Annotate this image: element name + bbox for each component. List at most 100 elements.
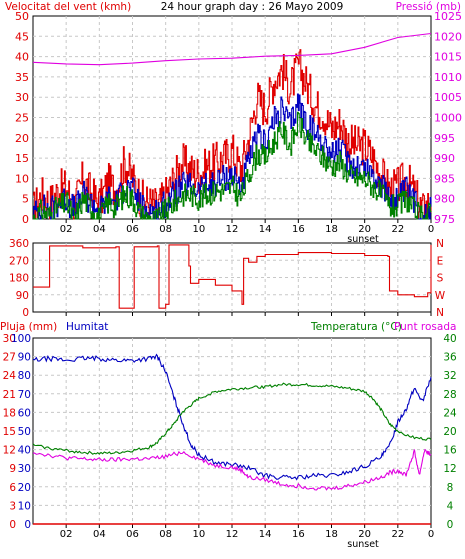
- x-tick-label: 0: [428, 224, 434, 235]
- humidity-tick-label: 100: [11, 333, 31, 345]
- temperature-tick-label: 4: [447, 500, 454, 512]
- pressure-tick-label: 1010: [434, 71, 462, 84]
- compass-tick-label: S: [437, 273, 444, 285]
- x-tick-label: 20: [358, 529, 371, 540]
- humidity-tick-label: 20: [18, 482, 31, 494]
- pressure-tick-label: 975: [434, 213, 455, 226]
- wind-speed-tick-label: 50: [15, 10, 29, 23]
- x-tick-label: 18: [325, 224, 338, 235]
- x-tick-label: 14: [259, 224, 272, 235]
- temperature-tick-label: 24: [443, 407, 457, 419]
- pressure-tick-label: 1025: [434, 10, 462, 23]
- dewpoint-series: [32, 448, 432, 491]
- x-tick-label: 04: [93, 529, 106, 540]
- wind-speed-tick-label: 15: [15, 152, 29, 165]
- x-tick-label: 0: [428, 529, 434, 540]
- chart-title: 24 hour graph day : 26 Mayo 2009: [161, 1, 344, 13]
- x-tick-label: 22: [391, 529, 404, 540]
- temperature-tick-label: 36: [443, 352, 457, 364]
- wind-speed-axis-title: Velocitat del vent (kmh): [5, 1, 131, 13]
- wind-speed-tick-label: 25: [15, 112, 29, 125]
- wind-speed-tick-label: 35: [15, 71, 29, 84]
- wind-speed-tick-label: 40: [15, 51, 29, 64]
- pressure-series: [32, 32, 432, 66]
- humidity-tick-label: 30: [18, 463, 31, 475]
- wind-speed-tick-label: 45: [15, 30, 29, 43]
- x-tick-label: 02: [60, 224, 73, 235]
- wind-speed-tick-label: 30: [15, 91, 29, 104]
- rain-tick-label: 6: [9, 482, 16, 494]
- humidity-tick-label: 70: [18, 389, 31, 401]
- pressure-tick-label: 1005: [434, 91, 462, 104]
- humidity-tick-label: 40: [18, 445, 31, 457]
- wind-speed-tick-label: 0: [22, 213, 29, 226]
- dewpoint-axis-title: Punt rosada: [394, 321, 456, 333]
- pressure-tick-label: 990: [434, 152, 455, 165]
- x-tick-label: 08: [159, 224, 172, 235]
- wind-direction-series: [33, 244, 432, 309]
- compass-tick-label: E: [437, 255, 444, 267]
- temperature-tick-label: 0: [447, 519, 454, 531]
- temperature-series: [32, 382, 432, 455]
- humidity-tick-label: 60: [18, 407, 31, 419]
- x-tick-label: 22: [391, 224, 404, 235]
- pressure-axis-title: Pressió (mb): [396, 1, 461, 13]
- wind-direction-tick-label: 180: [9, 273, 29, 285]
- rain-tick-label: 21: [3, 389, 16, 401]
- x-tick-label: 10: [192, 224, 205, 235]
- wind-speed-tick-label: 20: [15, 132, 29, 145]
- x-tick-label: 06: [126, 224, 139, 235]
- rain-tick-label: 15: [3, 426, 16, 438]
- pressure-tick-label: 995: [434, 132, 455, 145]
- rain-tick-label: 3: [9, 500, 16, 512]
- temperature-tick-label: 28: [443, 389, 456, 401]
- humidity-tick-label: 50: [18, 426, 31, 438]
- humidity-tick-label: 0: [24, 519, 31, 531]
- x-tick-label: 18: [325, 529, 338, 540]
- humidity-tick-label: 10: [18, 500, 31, 512]
- x-tick-label: 02: [60, 529, 73, 540]
- wind-speed-tick-label: 10: [15, 172, 29, 185]
- compass-tick-label: N: [436, 238, 444, 250]
- wind-speed-tick-label: 5: [22, 193, 29, 206]
- temperature-tick-label: 20: [443, 426, 456, 438]
- compass-tick-label: W: [435, 290, 446, 302]
- rain-tick-label: 18: [3, 407, 16, 419]
- pressure-tick-label: 1020: [434, 30, 462, 43]
- wind-direction-tick-label: 270: [9, 255, 29, 267]
- temperature-tick-label: 12: [443, 463, 456, 475]
- wind-gust-series: [33, 49, 432, 220]
- wind-direction-tick-label: 0: [22, 307, 29, 319]
- rain-tick-label: 0: [9, 519, 16, 531]
- x-tick-label: 04: [93, 224, 106, 235]
- x-tick-label: 10: [192, 529, 205, 540]
- temperature-tick-label: 16: [443, 445, 457, 457]
- humidity-tick-label: 80: [18, 370, 31, 382]
- wind-direction-tick-label: 360: [9, 238, 29, 250]
- x-tick-label: 14: [259, 529, 272, 540]
- humidity-axis-title: Humitat: [66, 321, 108, 333]
- x-tick-label: 08: [159, 529, 172, 540]
- temperature-axis-title: Temperatura (°C): [310, 321, 402, 333]
- pressure-tick-label: 985: [434, 172, 455, 185]
- rain-tick-label: 27: [3, 352, 16, 364]
- sunset-label: sunset: [347, 539, 379, 550]
- pressure-tick-label: 1015: [434, 51, 462, 64]
- rain-tick-label: 24: [3, 370, 17, 382]
- rain-tick-label: 12: [3, 445, 16, 457]
- wind-average-series: [33, 111, 432, 220]
- pressure-tick-label: 1000: [434, 112, 462, 125]
- pressure-tick-label: 980: [434, 193, 455, 206]
- temperature-tick-label: 40: [443, 333, 456, 345]
- temperature-tick-label: 8: [447, 482, 454, 494]
- rain-tick-label: 30: [3, 333, 16, 345]
- x-tick-label: 06: [126, 529, 139, 540]
- x-tick-label: 20: [358, 224, 371, 235]
- x-tick-label: 12: [226, 529, 239, 540]
- wind-direction-tick-label: 90: [16, 290, 29, 302]
- humidity-tick-label: 90: [18, 352, 31, 364]
- sunset-label: sunset: [347, 234, 379, 245]
- x-tick-label: 16: [292, 529, 305, 540]
